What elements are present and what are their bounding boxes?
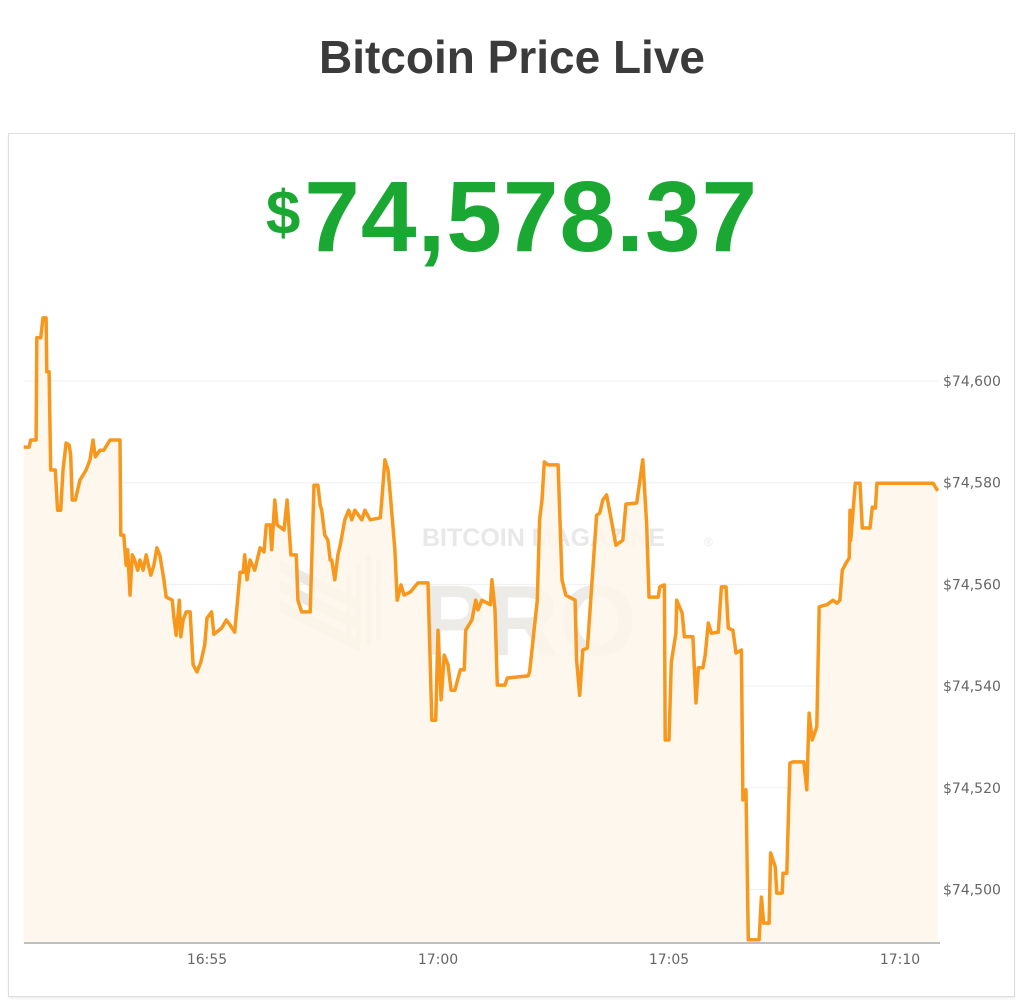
y-tick-label: $74,520 — [943, 781, 1001, 797]
watermark-mark: ® — [704, 535, 713, 549]
page-title: Bitcoin Price Live — [318, 31, 705, 83]
x-tick-label: 17:00 — [418, 952, 458, 968]
price-line — [23, 316, 940, 942]
x-tick-label: 17:05 — [649, 952, 689, 968]
live-price: $74,578.37 — [0, 160, 1024, 275]
y-tick-label: $74,540 — [943, 679, 1001, 695]
x-tick-label: 16:55 — [187, 952, 227, 968]
x-tick-label: 17:10 — [880, 952, 920, 968]
currency-symbol: $ — [265, 179, 301, 248]
y-tick-label: $74,560 — [943, 577, 1001, 593]
price-value: 74,578.37 — [304, 161, 759, 273]
y-tick-labels: $74,600 $74,580 $74,560 $74,540 $74,520 $74,5… — [943, 374, 1001, 899]
y-tick-label: $74,600 — [943, 374, 1001, 390]
x-tick-labels: 16:55 17:00 17:05 17:10 — [187, 952, 920, 968]
price-card — [8, 133, 1015, 997]
y-tick-label: $74,500 — [943, 883, 1001, 899]
y-tick-label: $74,580 — [943, 476, 1001, 492]
price-area-fill — [23, 317, 938, 942]
